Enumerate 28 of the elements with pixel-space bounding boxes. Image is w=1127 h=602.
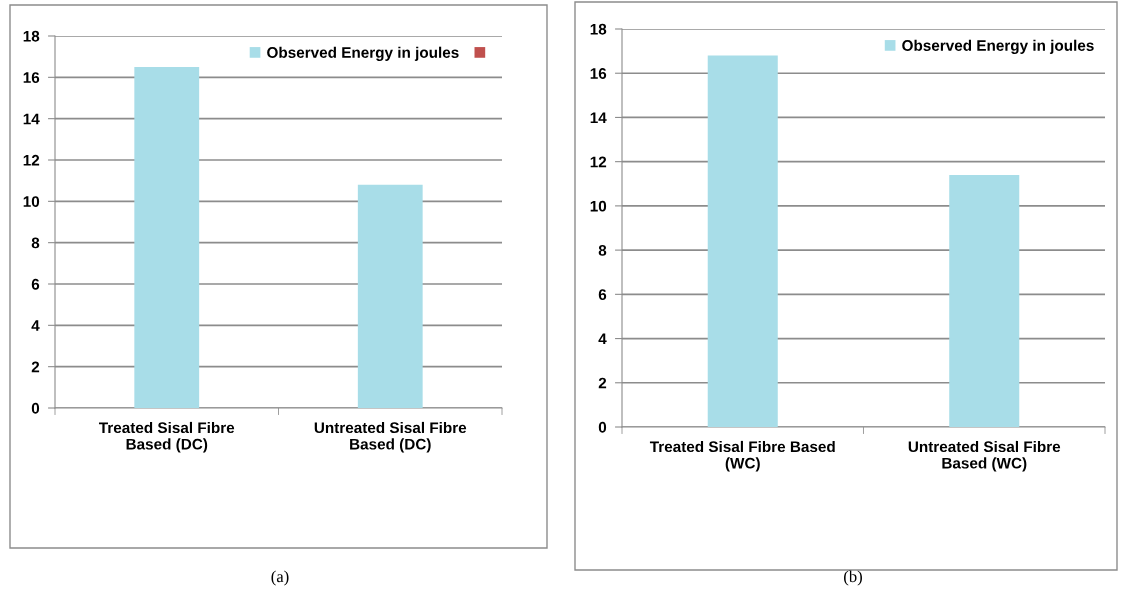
- y-tick-label: 16: [23, 72, 40, 84]
- y-tick-label: 14: [590, 112, 607, 123]
- y-tick-label: 18: [590, 23, 607, 35]
- y-tick-label: 16: [590, 68, 607, 79]
- text: (a): [271, 570, 289, 586]
- legend-label: Observed Energy in joules: [902, 39, 1094, 54]
- text: (b): [844, 570, 862, 586]
- x-tick-label: Untreated Sisal Fibre Based (DC): [314, 421, 467, 453]
- y-tick-label: 10: [23, 196, 40, 208]
- y-tick-label: 0: [31, 402, 40, 414]
- y-tick-label: 6: [31, 278, 40, 290]
- x-tick-label: Treated Sisal Fibre Based (DC): [99, 421, 235, 453]
- y-tick-label: 10: [590, 200, 607, 212]
- y-tick-label: 4: [31, 320, 40, 331]
- x-tick-label: Treated Sisal Fibre Based (WC): [649, 440, 835, 472]
- y-tick-label: 8: [598, 244, 607, 256]
- y-tick-label: 6: [598, 289, 607, 301]
- y-tick-label: 14: [23, 113, 40, 125]
- y-tick-label: 4: [598, 333, 607, 345]
- y-tick-label: 2: [598, 377, 607, 389]
- legend-label: Observed Energy in joules: [267, 46, 459, 61]
- y-tick-label: 12: [590, 156, 607, 168]
- y-tick-label: 18: [23, 30, 40, 42]
- y-tick-label: 0: [598, 421, 607, 433]
- y-tick-label: 12: [23, 154, 40, 166]
- y-tick-label: 2: [31, 361, 40, 373]
- y-tick-label: 8: [31, 237, 40, 249]
- x-tick-label: Untreated Sisal Fibre Based (WC): [908, 440, 1061, 472]
